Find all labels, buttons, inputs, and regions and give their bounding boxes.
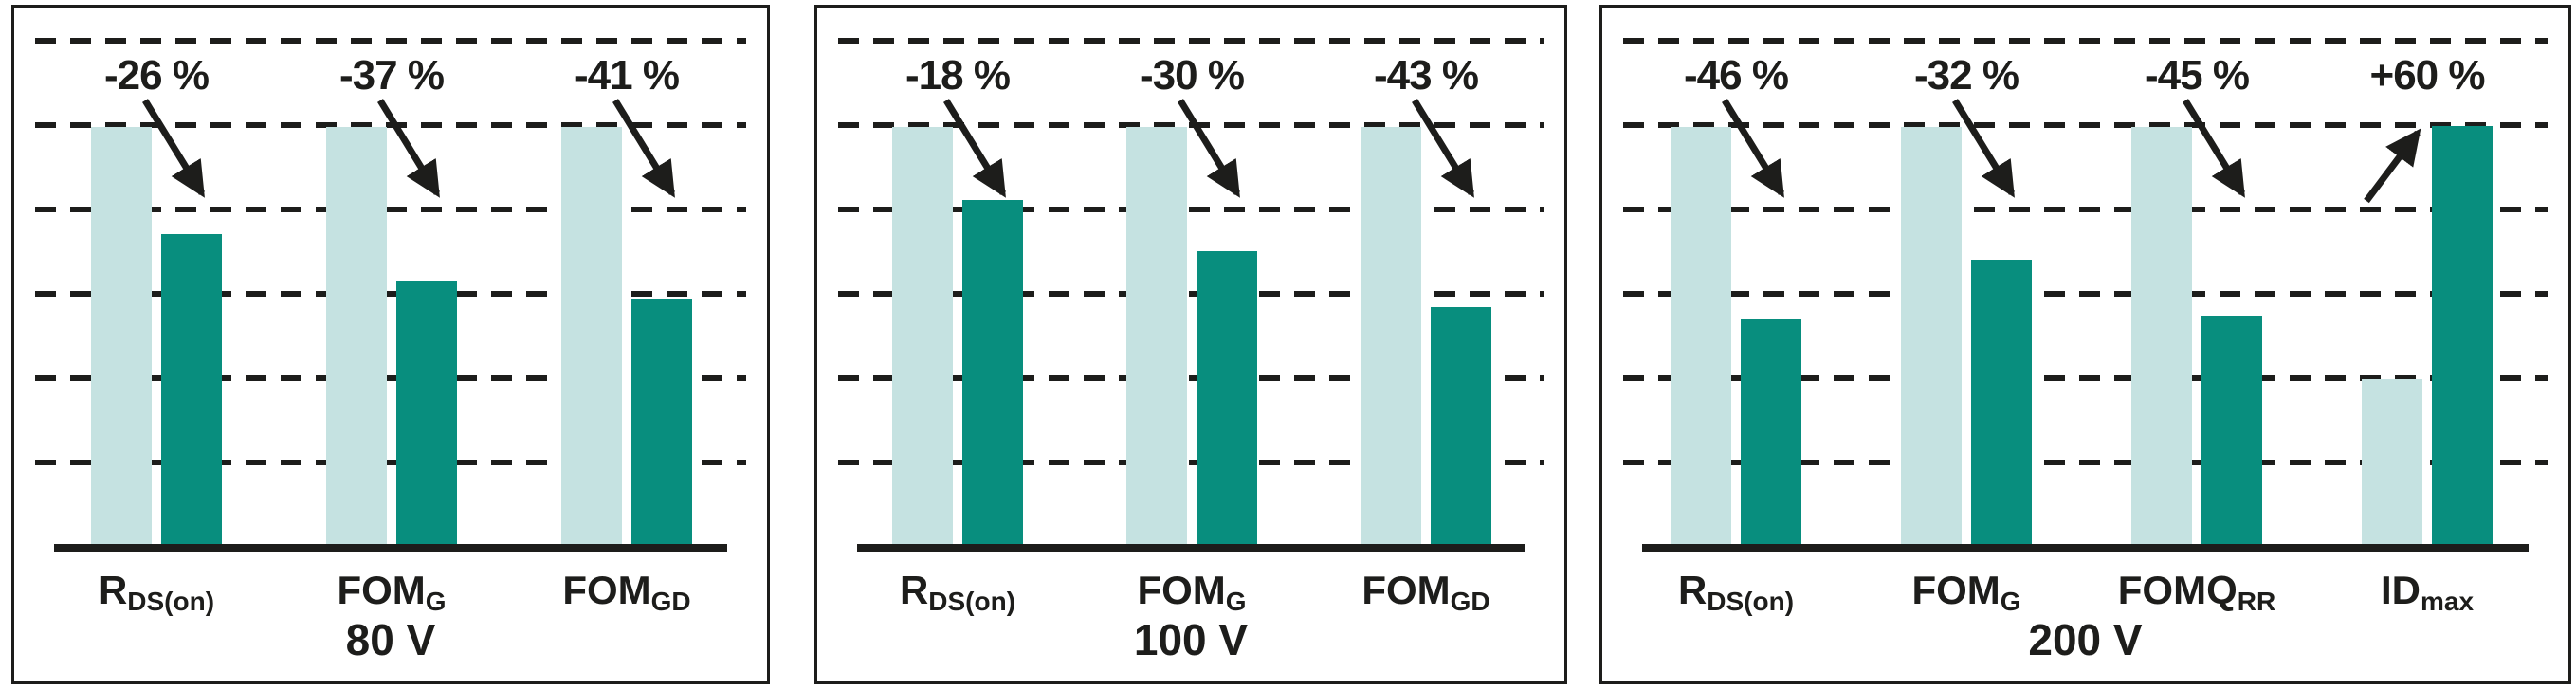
bar-light-2 xyxy=(561,127,622,550)
gridline-1 xyxy=(35,38,746,44)
x-axis-label-subscript: G xyxy=(2000,587,2021,616)
x-axis-label-main: FOM xyxy=(1361,568,1451,612)
pct-annotation-3: +60 % xyxy=(2369,52,2486,99)
arrow-down-icon xyxy=(377,99,440,198)
gridline-1 xyxy=(1623,38,2548,44)
x-axis-label-1: FOMG xyxy=(1050,568,1334,615)
x-axis-label-3: IDmax xyxy=(2285,568,2569,615)
gridline-3 xyxy=(1623,207,2548,212)
x-axis-label-main: ID xyxy=(2380,568,2421,612)
x-axis-label-subscript: G xyxy=(1225,587,1247,616)
bar-dark-2 xyxy=(2201,316,2262,550)
x-axis-label-main: FOM xyxy=(562,568,651,612)
bar-light-0 xyxy=(892,127,953,550)
gridline-3 xyxy=(838,207,1544,212)
bar-light-1 xyxy=(1126,127,1187,550)
x-axis-label-1: FOMG xyxy=(249,568,534,615)
x-axis-label-0: RDS(on) xyxy=(1594,568,1878,615)
x-axis-label-1: FOMG xyxy=(1824,568,2109,615)
x-axis-label-main: FOM xyxy=(1911,568,2001,612)
x-axis-label-subscript: max xyxy=(2420,587,2475,616)
gridline-4 xyxy=(1623,291,2548,297)
x-axis-label-2: FOMQRR xyxy=(2055,568,2339,615)
bar-light-0 xyxy=(1671,127,1731,550)
panel-title: 100 V xyxy=(1133,615,1249,664)
gridline-6 xyxy=(838,460,1544,465)
bar-dark-1 xyxy=(1197,251,1257,550)
arrow-down-icon xyxy=(943,99,1006,198)
x-axis-label-main: R xyxy=(98,568,128,612)
x-axis-label-main: R xyxy=(1677,568,1708,612)
bar-light-0 xyxy=(91,127,152,550)
pct-annotation-0: -18 % xyxy=(905,52,1011,99)
pct-annotation-2: -41 % xyxy=(575,52,680,99)
x-axis-label-subscript: DS(on) xyxy=(928,587,1016,616)
gridline-4 xyxy=(35,291,746,297)
gridline-6 xyxy=(1623,460,2548,465)
bar-dark-1 xyxy=(396,281,457,550)
bar-dark-1 xyxy=(1971,260,2032,550)
x-axis-label-subscript: DS(on) xyxy=(127,587,215,616)
x-axis-line xyxy=(1642,544,2529,552)
arrow-down-icon xyxy=(1722,99,1784,198)
chart-panel-200-v: -46 % RDS(on) -32 % FOMG -45 % FOMQRR +60 % IDm… xyxy=(1599,5,2571,684)
x-axis-line xyxy=(857,544,1525,552)
panel-title: 80 V xyxy=(345,615,436,664)
pct-annotation-0: -26 % xyxy=(104,52,210,99)
pct-annotation-0: -46 % xyxy=(1684,52,1789,99)
arrow-down-icon xyxy=(612,99,675,198)
gridline-5 xyxy=(838,375,1544,381)
arrow-up-icon xyxy=(2364,128,2421,204)
x-axis-label-2: FOMGD xyxy=(1284,568,1568,615)
x-axis-label-main: FOM xyxy=(1137,568,1226,612)
arrow-down-icon xyxy=(1412,99,1474,198)
gridline-3 xyxy=(35,207,746,212)
x-axis-label-subscript: GD xyxy=(1450,587,1490,616)
x-axis-label-main: FOM xyxy=(337,568,426,612)
pct-annotation-1: -37 % xyxy=(339,52,445,99)
arrow-down-icon xyxy=(1952,99,2015,198)
x-axis-label-main: R xyxy=(899,568,929,612)
bar-light-2 xyxy=(1361,127,1421,550)
x-axis-label-subscript: RR xyxy=(2237,587,2276,616)
bar-dark-0 xyxy=(962,200,1023,550)
x-axis-label-subscript: DS(on) xyxy=(1707,587,1795,616)
x-axis-label-main: FOMQ xyxy=(2117,568,2238,612)
panel-title: 200 V xyxy=(2028,615,2143,664)
chart-panel-80-v: -26 % RDS(on) -37 % FOMG -41 % FOMGD 80 V xyxy=(11,5,770,684)
bar-dark-2 xyxy=(631,299,692,550)
pct-annotation-2: -45 % xyxy=(2145,52,2250,99)
bar-light-1 xyxy=(1901,127,1962,550)
bar-dark-0 xyxy=(161,234,222,550)
bar-light-1 xyxy=(326,127,387,550)
x-axis-label-subscript: GD xyxy=(650,587,691,616)
bar-dark-3 xyxy=(2432,126,2493,550)
arrow-down-icon xyxy=(142,99,205,198)
gridline-6 xyxy=(35,460,746,465)
chart-panel-100-v: -18 % RDS(on) -30 % FOMG -43 % FOMGD 100 V xyxy=(814,5,1567,684)
arrow-down-icon xyxy=(1178,99,1240,198)
bar-light-3 xyxy=(2362,379,2422,550)
bar-light-2 xyxy=(2131,127,2192,550)
x-axis-label-subscript: G xyxy=(425,587,447,616)
pct-annotation-1: -32 % xyxy=(1914,52,2019,99)
gridline-4 xyxy=(838,291,1544,297)
pct-annotation-1: -30 % xyxy=(1140,52,1245,99)
arrow-down-icon xyxy=(2183,99,2245,198)
gridline-1 xyxy=(838,38,1544,44)
gridline-5 xyxy=(1623,375,2548,381)
x-axis-label-0: RDS(on) xyxy=(815,568,1100,615)
x-axis-label-0: RDS(on) xyxy=(14,568,299,615)
bar-dark-0 xyxy=(1741,319,1801,550)
bar-dark-2 xyxy=(1431,307,1491,550)
x-axis-line xyxy=(54,544,727,552)
gridline-5 xyxy=(35,375,746,381)
x-axis-label-2: FOMGD xyxy=(484,568,769,615)
pct-annotation-2: -43 % xyxy=(1374,52,1479,99)
gridline-2 xyxy=(1623,122,2548,128)
